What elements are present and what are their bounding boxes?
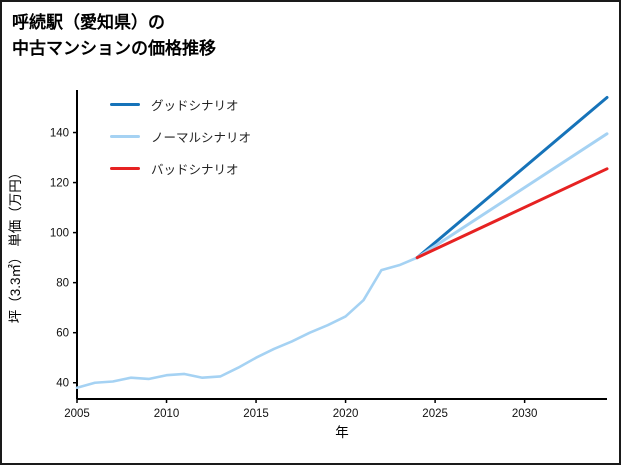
y-tick-label: 120 <box>50 178 69 190</box>
legend-swatch-good <box>110 103 140 106</box>
title-line-2: 中古マンションの価格推移 <box>12 38 216 58</box>
legend-swatch-bad <box>110 167 140 170</box>
x-axis-label: 年 <box>335 425 349 440</box>
page-title: 呼続駅（愛知県）の 中古マンションの価格推移 <box>12 10 216 61</box>
legend-swatch-normal <box>110 135 140 138</box>
title-line-1: 呼続駅（愛知県）の <box>12 13 165 32</box>
y-tick-label: 80 <box>56 278 69 290</box>
legend-item-good: グッドシナリオ <box>110 95 251 114</box>
legend-item-bad: バッドシナリオ <box>110 159 251 178</box>
x-tick-label: 2015 <box>243 408 269 420</box>
legend-label-good: グッドシナリオ <box>151 99 239 113</box>
chart-legend: グッドシナリオ ノーマルシナリオ バッドシナリオ <box>110 95 251 178</box>
y-axis-label: 坪（3.3㎡） 単価（万円） <box>8 166 23 324</box>
series-line-normal-scenario <box>415 132 609 260</box>
y-tick-label: 40 <box>56 378 69 390</box>
x-tick-label: 2010 <box>154 408 180 420</box>
y-tick-label: 140 <box>50 128 69 140</box>
y-tick-label: 60 <box>56 328 69 340</box>
x-tick-label: 2020 <box>333 408 359 420</box>
legend-item-normal: ノーマルシナリオ <box>110 127 251 146</box>
x-tick-label: 2025 <box>422 408 448 420</box>
legend-label-bad: バッドシナリオ <box>151 163 239 177</box>
series-line-historical-price <box>75 256 419 390</box>
x-tick-label: 2030 <box>512 408 538 420</box>
x-tick-label: 2005 <box>64 408 90 420</box>
legend-label-normal: ノーマルシナリオ <box>151 131 252 145</box>
series-line-good-scenario <box>415 96 609 260</box>
y-tick-label: 100 <box>50 228 69 240</box>
series-line-bad-scenario <box>415 167 609 260</box>
